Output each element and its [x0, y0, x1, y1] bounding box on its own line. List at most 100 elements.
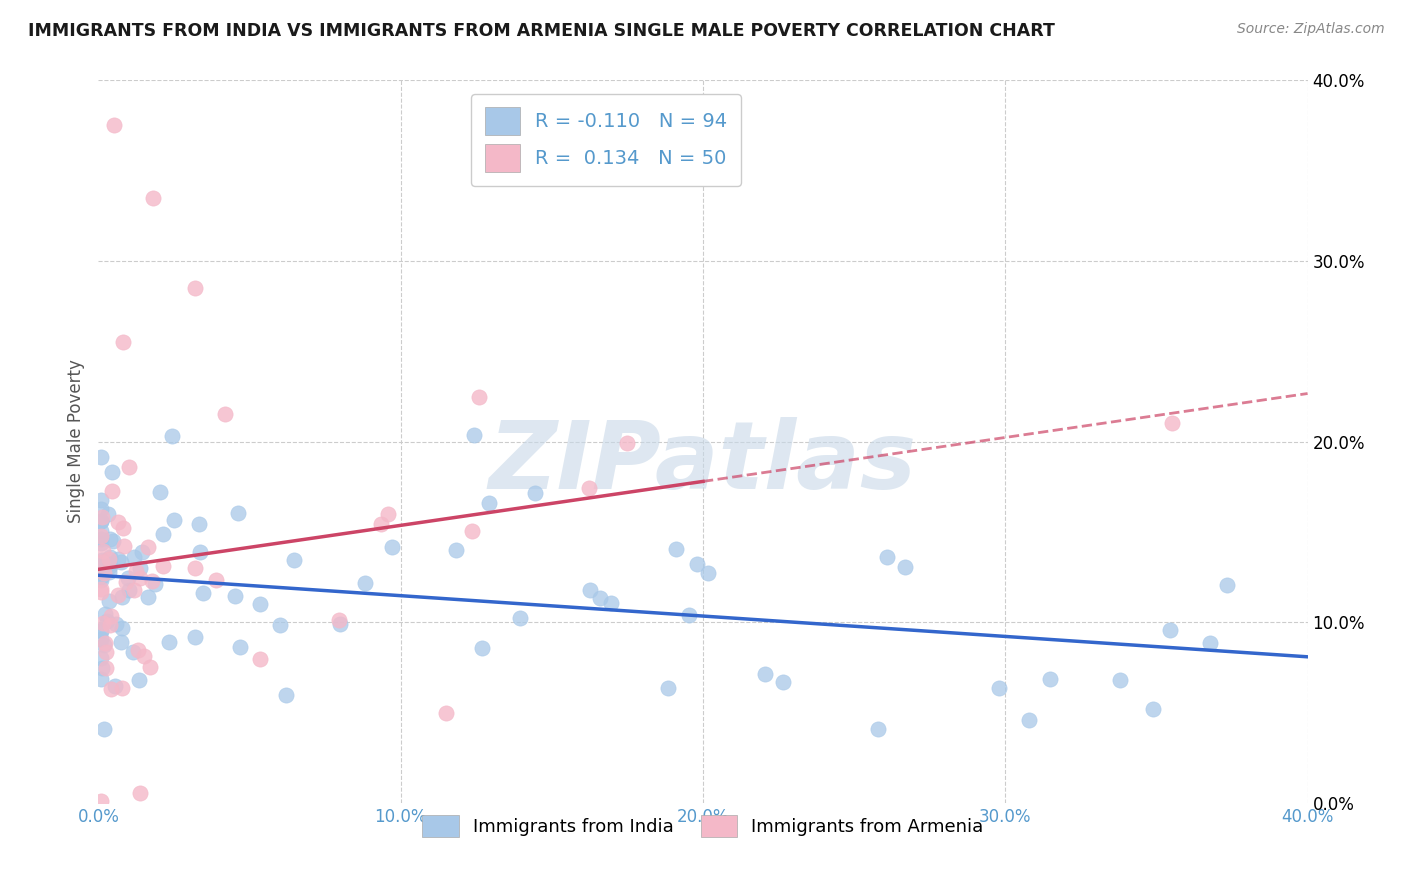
Point: [370, 517, 392, 532]
Point: [98, 566, 121, 580]
Point: [93, 566, 115, 581]
Point: [1018, 713, 1040, 727]
Point: [97, 507, 120, 521]
Point: [105, 617, 128, 632]
Point: [90, 624, 112, 639]
Point: [866, 722, 889, 736]
Point: [697, 566, 720, 580]
Point: [152, 558, 174, 573]
Point: [163, 514, 186, 528]
Text: Source: ZipAtlas.com: Source: ZipAtlas.com: [1237, 22, 1385, 37]
Point: [90, 566, 112, 580]
Point: [129, 561, 152, 575]
Point: [894, 559, 917, 574]
Point: [226, 507, 249, 521]
Point: [578, 481, 600, 495]
Point: [1109, 673, 1132, 687]
Point: [523, 486, 546, 500]
Point: [876, 549, 898, 564]
Point: [471, 641, 494, 656]
Point: [269, 618, 291, 632]
Y-axis label: Single Male Poverty: Single Male Poverty: [66, 359, 84, 524]
Point: [214, 408, 236, 422]
Point: [122, 549, 145, 564]
Point: [93, 638, 115, 652]
Point: [93, 636, 115, 650]
Point: [98, 594, 121, 608]
Text: ZIPatlas: ZIPatlas: [489, 417, 917, 509]
Point: [90, 558, 112, 572]
Point: [249, 597, 271, 611]
Point: [184, 281, 207, 295]
Point: [90, 514, 112, 528]
Point: [90, 672, 112, 686]
Point: [578, 583, 600, 598]
Point: [90, 573, 112, 587]
Point: [90, 501, 112, 516]
Point: [98, 618, 121, 632]
Point: [136, 540, 159, 554]
Point: [90, 524, 112, 538]
Point: [112, 539, 135, 553]
Point: [354, 576, 377, 591]
Point: [91, 661, 114, 675]
Text: IMMIGRANTS FROM INDIA VS IMMIGRANTS FROM ARMENIA SINGLE MALE POVERTY CORRELATION: IMMIGRANTS FROM INDIA VS IMMIGRANTS FROM…: [28, 22, 1054, 40]
Point: [107, 515, 129, 529]
Point: [107, 588, 129, 602]
Point: [111, 621, 134, 635]
Point: [110, 555, 132, 569]
Point: [90, 532, 112, 546]
Point: [228, 640, 250, 654]
Point: [100, 609, 122, 624]
Point: [91, 510, 114, 524]
Point: [128, 673, 150, 688]
Point: [103, 533, 125, 548]
Point: [1216, 578, 1239, 592]
Point: [98, 552, 121, 566]
Point: [444, 543, 467, 558]
Point: [129, 786, 152, 800]
Point: [122, 645, 145, 659]
Point: [93, 722, 115, 736]
Point: [117, 571, 139, 585]
Point: [115, 575, 138, 590]
Point: [152, 527, 174, 541]
Point: [101, 465, 124, 479]
Point: [276, 689, 298, 703]
Point: [100, 681, 122, 696]
Point: [91, 552, 114, 566]
Point: [463, 427, 485, 442]
Point: [377, 507, 399, 521]
Point: [91, 555, 114, 569]
Point: [1198, 636, 1220, 650]
Point: [183, 560, 205, 574]
Point: [205, 574, 228, 588]
Point: [139, 660, 162, 674]
Point: [96, 614, 118, 628]
Point: [90, 514, 112, 528]
Point: [91, 615, 114, 630]
Point: [600, 596, 623, 610]
Point: [107, 552, 129, 566]
Point: [145, 577, 167, 591]
Point: [160, 428, 183, 442]
Point: [188, 545, 211, 559]
Point: [90, 529, 112, 543]
Point: [187, 516, 209, 531]
Point: [111, 335, 134, 350]
Point: [191, 586, 214, 600]
Point: [90, 493, 112, 508]
Point: [589, 591, 612, 605]
Point: [132, 649, 155, 664]
Legend: Immigrants from India, Immigrants from Armenia: Immigrants from India, Immigrants from A…: [415, 808, 991, 845]
Point: [249, 651, 271, 665]
Point: [90, 570, 112, 584]
Point: [90, 535, 112, 549]
Point: [127, 642, 149, 657]
Point: [98, 558, 121, 573]
Point: [678, 608, 700, 623]
Point: [118, 460, 141, 475]
Point: [94, 607, 117, 622]
Point: [112, 521, 135, 535]
Point: [90, 450, 112, 464]
